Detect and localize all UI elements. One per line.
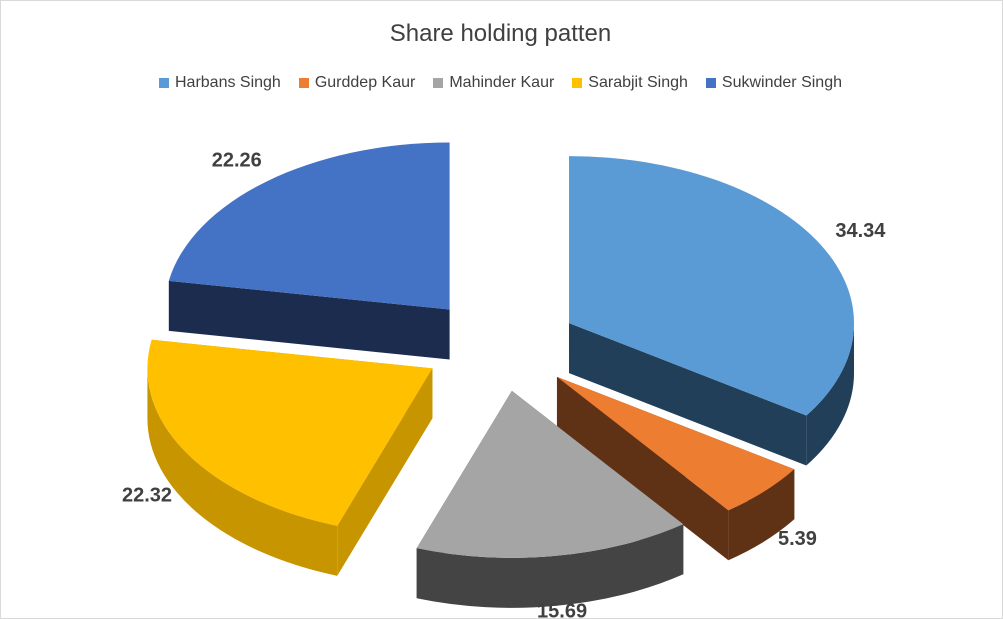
legend-label: Gurddep Kaur: [314, 74, 416, 91]
legend-swatch: [433, 78, 444, 88]
legend: Harbans Singh Gurddep Kaur Mahinder Kaur…: [0, 74, 1001, 92]
data-label-sukwinder-singh: 22.26: [212, 150, 262, 172]
legend-label: Sarabjit Singh: [588, 74, 688, 91]
chart-title: Share holding patten: [389, 20, 612, 47]
slice-outer-wall: [728, 469, 795, 561]
slice-outer-wall: [806, 323, 855, 466]
pie-slice-harbans-singh: [569, 156, 855, 466]
legend-label: Mahinder Kaur: [449, 74, 555, 91]
legend-swatch: [158, 78, 169, 88]
data-label-sarabjit-singh: 22.32: [122, 484, 172, 506]
data-label-mahinder-kaur: 15.69: [537, 601, 587, 619]
legend-item-sarabjit-singh: Sarabjit Singh: [572, 74, 688, 92]
data-label-harbans-singh: 34.34: [835, 220, 886, 242]
slice-outer-wall: [416, 524, 684, 608]
slice-top-face: [147, 339, 433, 526]
slice-side-wall: [556, 376, 729, 561]
pie-slice-mahinder-kaur: [416, 390, 684, 608]
data-label-gurddep-kaur: 5.39: [778, 528, 817, 550]
legend-swatch: [298, 78, 309, 88]
legend-swatch: [572, 78, 583, 88]
slice-top-face: [556, 376, 795, 511]
pie-slice-sarabjit-singh: [147, 339, 433, 576]
slice-side-wall: [337, 368, 433, 576]
pie-slice-sukwinder-singh: [168, 142, 450, 360]
slice-top-face: [168, 142, 450, 310]
slice-top-face: [569, 156, 855, 416]
slice-side-wall: [168, 280, 450, 360]
legend-label: Sukwinder Singh: [721, 74, 842, 91]
legend-item-mahinder-kaur: Mahinder Kaur: [433, 74, 554, 92]
slice-top-face: [416, 390, 684, 558]
slice-side-wall: [569, 323, 807, 466]
legend-item-harbans-singh: Harbans Singh: [158, 74, 281, 92]
legend-item-gurddep-kaur: Gurddep Kaur: [298, 74, 416, 92]
legend-item-sukwinder-singh: Sukwinder Singh: [705, 74, 842, 92]
legend-label: Harbans Singh: [174, 74, 281, 91]
legend-swatch: [705, 78, 716, 88]
pie-slice-gurddep-kaur: [556, 376, 795, 561]
slice-outer-wall: [147, 368, 338, 576]
